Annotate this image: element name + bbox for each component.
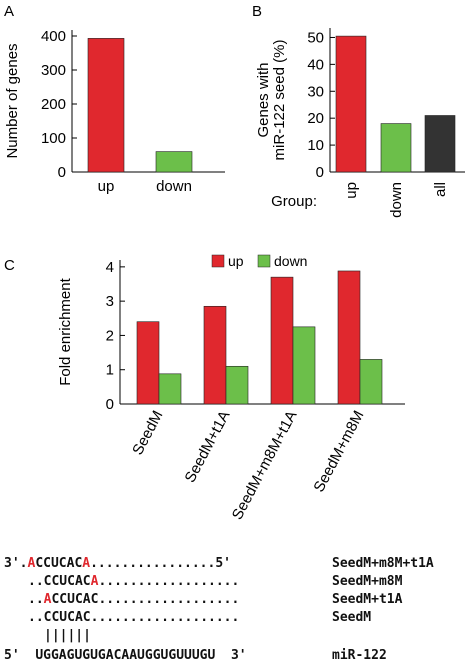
y-axis-label-line1: Genes with xyxy=(255,62,272,137)
legend-swatch-down xyxy=(257,254,271,268)
x-tick-label: up xyxy=(98,178,115,195)
x-tick-label: SeedM+t1A xyxy=(182,408,234,486)
bar-up xyxy=(136,321,160,405)
chart-a: 0 100 200 300 400 up down Number of genes xyxy=(4,28,225,195)
y-tick-label: 1 xyxy=(106,362,114,379)
alignment-row-label: SeedM+m8M xyxy=(332,574,403,589)
alignment-row: ..ACCUCAC.................. xyxy=(28,592,240,607)
bar-all xyxy=(424,115,456,173)
bar-down xyxy=(155,151,193,173)
x-tick-label: up xyxy=(343,182,360,199)
legend-label: up xyxy=(228,253,244,269)
y-tick-label: 0 xyxy=(58,164,66,181)
panel-label-a: A xyxy=(4,3,14,20)
panel-label-b: B xyxy=(252,3,262,20)
x-tick-label: SeedM xyxy=(129,408,166,458)
alignment-row-label: SeedM+t1A xyxy=(332,592,403,607)
y-tick-label: 0 xyxy=(316,164,324,181)
x-tick-label: all xyxy=(432,182,449,197)
y-tick-label: 40 xyxy=(307,56,324,73)
bar-up xyxy=(337,270,361,405)
x-axis-prefix: Group: xyxy=(271,193,317,210)
y-tick-label: 30 xyxy=(307,83,324,100)
x-tick-label: down xyxy=(388,182,405,218)
x-tick-label: SeedM+m8M xyxy=(310,408,367,495)
legend-swatch-up xyxy=(211,254,225,268)
alignment-row: ..CCUCAC................... xyxy=(28,610,240,625)
chart-b: 0 10 20 30 40 50 up down all Group: Genes with miR-… xyxy=(255,28,465,218)
y-tick-label: 0 xyxy=(106,396,114,413)
bar-down xyxy=(359,359,383,405)
y-tick-label: 50 xyxy=(307,29,324,46)
y-tick-label: 100 xyxy=(41,130,66,147)
x-tick-label: SeedM+m8M+t1A xyxy=(229,408,301,523)
y-tick-label: 400 xyxy=(41,28,66,45)
y-axis-label: Number of genes xyxy=(4,43,21,158)
panel-label-c: C xyxy=(4,257,15,274)
bar-up xyxy=(270,276,294,405)
bar-up xyxy=(87,38,125,173)
base-pairing-marks: |||||| xyxy=(44,628,91,643)
y-tick-label: 4 xyxy=(106,259,114,276)
bar-down xyxy=(225,365,249,405)
y-axis-label-line2: miR-122 seed (%) xyxy=(271,40,288,161)
y-tick-label: 20 xyxy=(307,110,324,127)
y-axis-label: Fold enrichment xyxy=(57,277,74,385)
y-tick-label: 300 xyxy=(41,62,66,79)
legend-label: down xyxy=(274,253,307,269)
y-tick-label: 200 xyxy=(41,96,66,113)
bar-down xyxy=(158,373,182,405)
x-tick-label: down xyxy=(156,178,192,195)
alignment-row-label: SeedM xyxy=(332,610,372,625)
bar-up xyxy=(335,35,367,173)
mirna-label: miR-122 xyxy=(332,648,387,663)
alignment-row-label: SeedM+m8M+t1A xyxy=(332,556,434,571)
mirna-row: 5' UGGAGUGUGACAAUGGUGUUUGU 3' xyxy=(4,648,247,663)
bar-down xyxy=(380,123,412,173)
bar-up xyxy=(203,305,227,405)
y-tick-label: 2 xyxy=(106,327,114,344)
alignment-row: ..CCUCACA.................. xyxy=(28,574,240,589)
alignment-row: 3'.ACCUCACA................5' xyxy=(4,556,231,571)
y-tick-label: 10 xyxy=(307,137,324,154)
bar-down xyxy=(292,326,316,405)
y-tick-label: 3 xyxy=(106,293,114,310)
